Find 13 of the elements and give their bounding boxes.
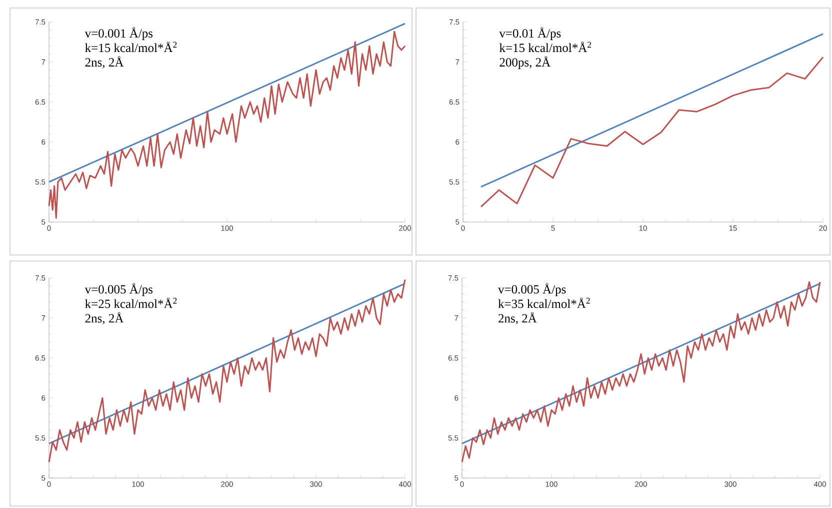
annotation: v=0.005 Å/ps <box>84 283 153 296</box>
line-series <box>480 56 824 208</box>
annotation: 2ns, 2Å <box>498 312 537 324</box>
annotation: k=35 kcal/mol*Å$^{2}$ <box>498 298 590 308</box>
annotation: 2ns, 2Å <box>85 312 124 324</box>
annotation: v=0.01 Å/ps <box>499 27 561 40</box>
annotation: k=25 kcal/mol*Å$^{2}$ <box>85 298 177 308</box>
annotation: 200ps, 2Å <box>500 56 551 70</box>
annotation: k=15 kcal/mol*Å$^{2}$ <box>499 42 592 52</box>
annotation: v=0.005 Å/ps <box>498 283 566 296</box>
annotation: 2ns, 2Å <box>85 56 124 68</box>
annotation: k=15 kcal/mol*Å$^{2}$ <box>85 42 177 52</box>
annotation: v=0.001 Å/ps <box>84 27 153 40</box>
